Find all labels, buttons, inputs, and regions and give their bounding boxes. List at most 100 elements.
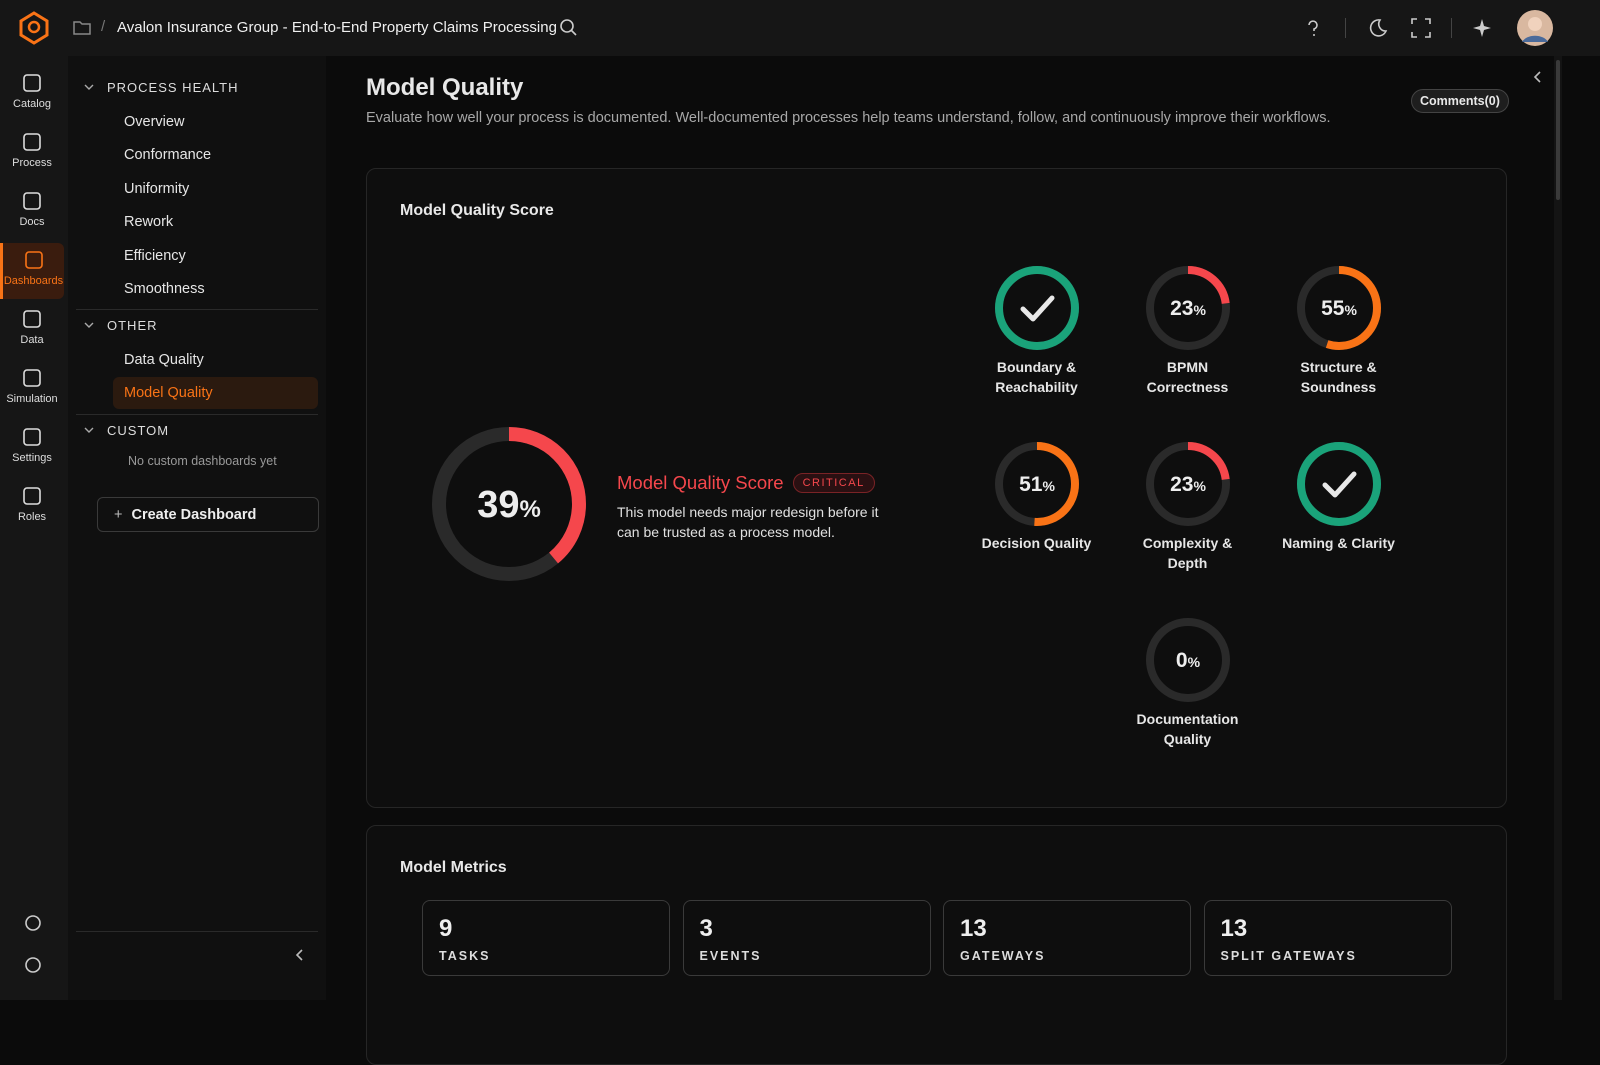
gauge-value: 55% (1321, 297, 1357, 320)
ai-icon[interactable] (1472, 17, 1494, 39)
sidebar-item[interactable]: Smoothness (124, 281, 205, 297)
divider (1451, 18, 1452, 38)
gauge-unit: % (1193, 478, 1206, 494)
gauge-ring: 23% (1145, 266, 1230, 350)
metric-label: GATEWAYS (960, 949, 1046, 963)
search-icon[interactable] (559, 18, 579, 38)
divider (76, 414, 318, 415)
gauge-ring (1296, 442, 1381, 526)
gauge-label: Structure & Soundness (1300, 359, 1377, 395)
page-title: Model Quality (366, 74, 524, 101)
rail-icon (23, 428, 41, 446)
rail-label: Data (20, 334, 44, 346)
metrics-card: Model Metrics 9 TASKS 3 EVENTS 13 GATEWAYS 13 S… (366, 825, 1507, 1065)
gauge-unit: % (1042, 478, 1055, 494)
metric-tile: 3 EVENTS (682, 900, 931, 976)
theme-icon[interactable] (1366, 17, 1388, 39)
gauge-value: 0% (1175, 649, 1200, 672)
sidebar-item[interactable]: Conformance (124, 147, 212, 164)
rail-item[interactable]: Catalog (0, 66, 64, 122)
gauge-arc (1145, 442, 1230, 526)
gauge-arc (432, 427, 586, 581)
gauge-ring: 0% (1145, 618, 1230, 702)
top-bar: / Avalon Insurance Group - End-to-End Pr… (0, 0, 1600, 56)
gauge-ring: 55% (1296, 266, 1381, 350)
section-chevron[interactable] (84, 320, 94, 330)
rail-item[interactable]: Roles (0, 479, 64, 535)
gauge-value: 51% (1019, 473, 1055, 496)
gauge-label: Complexity & Depth (1142, 535, 1233, 571)
gauge-unit: % (1344, 302, 1357, 318)
section-title[interactable]: CUSTOM (107, 423, 170, 438)
metric-value: 3 (699, 915, 713, 942)
create-dashboard-button[interactable]: + Create Dashboard (97, 497, 319, 532)
metric-value: 13 (960, 915, 987, 942)
scrollbar[interactable] (1554, 56, 1562, 1000)
folder-icon[interactable] (73, 19, 91, 35)
icon-shape (23, 192, 41, 210)
rail-icon (23, 133, 41, 151)
rail-item[interactable]: Docs (0, 184, 64, 240)
gauge-label: Documentation Quality (1136, 711, 1239, 747)
collapse-panel-icon[interactable] (1532, 70, 1544, 84)
score-gauge: 39% (432, 427, 586, 581)
chevron (295, 949, 303, 961)
score-message: This model needs major redesign before i… (617, 504, 879, 540)
sidebar-item[interactable]: Model Quality (113, 377, 318, 410)
gauge-arc (994, 266, 1079, 350)
gauge: 55% Structure & Soundness (1263, 263, 1414, 439)
sidebar: PROCESS HEALTH Overview Conformance Uniform… (68, 56, 326, 1000)
sidebar-item[interactable]: Overview (124, 114, 185, 130)
score-heading-row: Model Quality Score CRITICAL (617, 472, 875, 494)
button-label: Create Dashboard (131, 506, 257, 523)
rail-label: Catalog (13, 98, 51, 110)
chevron (84, 427, 94, 433)
gauge-value: 23% (1170, 297, 1206, 320)
icon-shape (23, 369, 41, 387)
rail-item[interactable]: Simulation (0, 361, 64, 417)
bookmark-icon[interactable] (22, 912, 44, 934)
gauge-ring: 51% (994, 442, 1079, 526)
divider (76, 309, 318, 310)
icon-shape (23, 428, 41, 446)
icon-shape (23, 74, 41, 92)
section-title[interactable]: OTHER (107, 318, 158, 333)
rail-item[interactable]: Process (0, 125, 64, 181)
breadcrumb[interactable]: Avalon Insurance Group - End-to-End Prop… (117, 19, 557, 36)
gauge: 51% Decision Quality (961, 439, 1112, 615)
gauge-ring: 23% (1145, 442, 1230, 526)
fullscreen-icon[interactable] (1410, 17, 1432, 39)
gauge-grid: Boundary & Reachability 23% BPMN Correctne… (961, 263, 1414, 791)
status-badge: CRITICAL (792, 473, 875, 493)
sidebar-item[interactable]: Efficiency (124, 247, 186, 264)
section-chevron[interactable] (84, 425, 94, 435)
comments-button[interactable]: Comments(0) (1411, 89, 1509, 113)
score-number: 39 (477, 484, 519, 526)
gauge-unit: % (1193, 302, 1206, 318)
metric-value: 9 (439, 915, 453, 942)
page-description: Evaluate how well your process is docume… (366, 110, 1331, 126)
gauge-label: BPMN Correctness (1146, 359, 1229, 395)
section-chevron[interactable] (84, 82, 94, 92)
gauge: 23% BPMN Correctness (1112, 263, 1263, 439)
rail-icon (23, 192, 41, 210)
sidebar-item[interactable]: Data Quality (124, 352, 204, 368)
sidebar-item[interactable]: Uniformity (124, 180, 190, 197)
collapse-sidebar[interactable] (295, 948, 305, 962)
rail-item[interactable]: Data (0, 302, 64, 358)
section-title[interactable]: PROCESS HEALTH (107, 80, 239, 95)
settings-icon[interactable] (22, 954, 44, 976)
gauge-value: 23% (1170, 473, 1206, 496)
avatar[interactable] (1517, 10, 1553, 46)
metric-label: SPLIT GATEWAYS (1220, 949, 1357, 963)
gauge: 23% Complexity & Depth (1112, 439, 1263, 615)
rail-label: Docs (19, 216, 45, 228)
help-icon[interactable] (1302, 17, 1324, 39)
sidebar-item[interactable]: Rework (124, 214, 174, 231)
gauge-arc (1296, 266, 1381, 350)
rail-item[interactable]: Dashboards (0, 243, 64, 299)
metric-label: EVENTS (699, 949, 762, 963)
rail-item[interactable]: Settings (0, 420, 64, 476)
metric-value: 13 (1220, 915, 1248, 942)
